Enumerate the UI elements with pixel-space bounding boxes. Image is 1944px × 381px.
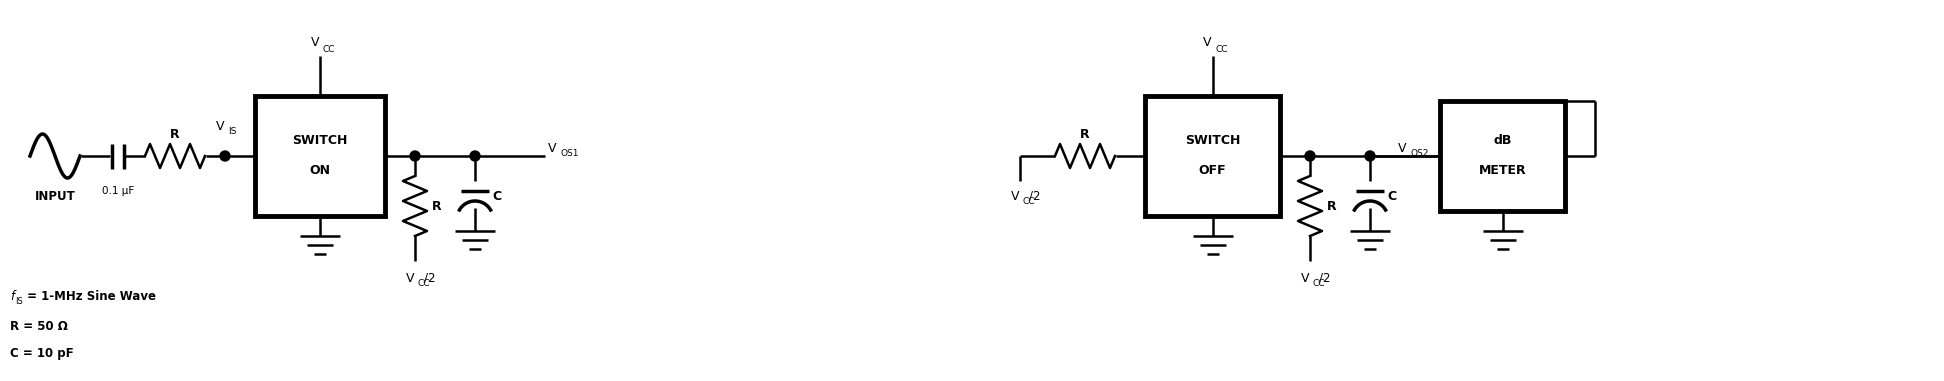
Text: V: V bbox=[311, 37, 319, 50]
Text: R: R bbox=[432, 200, 441, 213]
Text: V: V bbox=[1301, 272, 1308, 285]
Text: V: V bbox=[548, 141, 556, 155]
Text: C: C bbox=[492, 189, 502, 202]
Text: OS2: OS2 bbox=[1409, 149, 1429, 158]
Circle shape bbox=[1365, 151, 1374, 161]
Text: IS: IS bbox=[16, 296, 23, 306]
Text: V: V bbox=[216, 120, 224, 133]
Text: 0.1 μF: 0.1 μF bbox=[101, 186, 134, 196]
Text: V: V bbox=[1398, 141, 1407, 155]
Bar bbox=[1441, 101, 1565, 211]
Text: C: C bbox=[1388, 189, 1396, 202]
Circle shape bbox=[220, 151, 229, 161]
Text: R = 50 Ω: R = 50 Ω bbox=[10, 320, 68, 333]
Text: C = 10 pF: C = 10 pF bbox=[10, 347, 74, 360]
Text: f: f bbox=[10, 290, 14, 303]
Text: CC: CC bbox=[323, 45, 334, 53]
Text: INPUT: INPUT bbox=[35, 189, 76, 202]
Text: R: R bbox=[1081, 128, 1091, 141]
Text: /2: /2 bbox=[1320, 272, 1332, 285]
Circle shape bbox=[1304, 151, 1314, 161]
Text: R: R bbox=[1328, 200, 1337, 213]
Text: V: V bbox=[406, 272, 414, 285]
Text: /2: /2 bbox=[1028, 189, 1040, 202]
Text: V: V bbox=[1203, 37, 1211, 50]
Bar bbox=[1145, 96, 1279, 216]
Text: SWITCH: SWITCH bbox=[1184, 134, 1240, 147]
Text: ON: ON bbox=[309, 165, 330, 178]
Text: /2: /2 bbox=[424, 272, 435, 285]
Text: OFF: OFF bbox=[1199, 165, 1227, 178]
Text: CC: CC bbox=[418, 280, 430, 288]
Text: CC: CC bbox=[1312, 280, 1326, 288]
Text: METER: METER bbox=[1479, 165, 1526, 178]
Text: IS: IS bbox=[227, 128, 235, 136]
Text: CC: CC bbox=[1023, 197, 1036, 207]
Text: V: V bbox=[1011, 189, 1019, 202]
Text: = 1-MHz Sine Wave: = 1-MHz Sine Wave bbox=[23, 290, 156, 303]
Text: CC: CC bbox=[1215, 45, 1229, 53]
Text: dB: dB bbox=[1493, 134, 1512, 147]
Bar bbox=[255, 96, 385, 216]
Text: OS1: OS1 bbox=[560, 149, 579, 158]
Text: SWITCH: SWITCH bbox=[292, 134, 348, 147]
Circle shape bbox=[410, 151, 420, 161]
Text: R: R bbox=[171, 128, 179, 141]
Circle shape bbox=[470, 151, 480, 161]
